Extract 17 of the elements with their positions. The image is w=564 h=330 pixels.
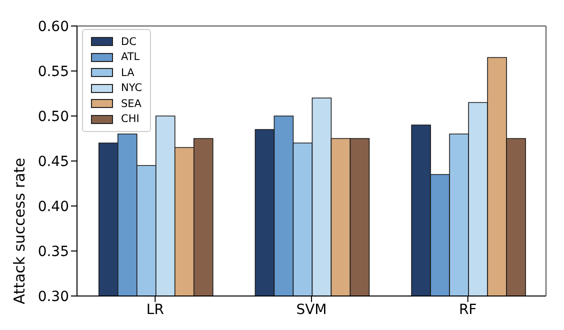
- legend-label: ATL: [121, 51, 140, 64]
- legend-label: DC: [121, 36, 136, 48]
- y-tick-label: 0.30: [38, 288, 69, 305]
- x-tick-label: LR: [146, 302, 164, 318]
- y-tick-label: 0.55: [38, 64, 69, 80]
- y-tick-label: 0.60: [38, 18, 69, 35]
- x-tick-label: SVM: [296, 302, 327, 318]
- legend-label: NYC: [121, 82, 142, 94]
- x-tick-label: RF: [458, 302, 477, 318]
- legend-label: SEA: [121, 98, 142, 110]
- y-tick-label: 0.35: [38, 244, 69, 260]
- y-tick-label: 0.50: [38, 108, 69, 125]
- y-axis-title: Attack success rate: [10, 158, 28, 304]
- legend-label: LA: [121, 66, 134, 79]
- legend-label: CHI: [121, 113, 140, 126]
- y-tick-label: 0.40: [38, 198, 69, 215]
- y-tick-label: 0.45: [38, 154, 69, 170]
